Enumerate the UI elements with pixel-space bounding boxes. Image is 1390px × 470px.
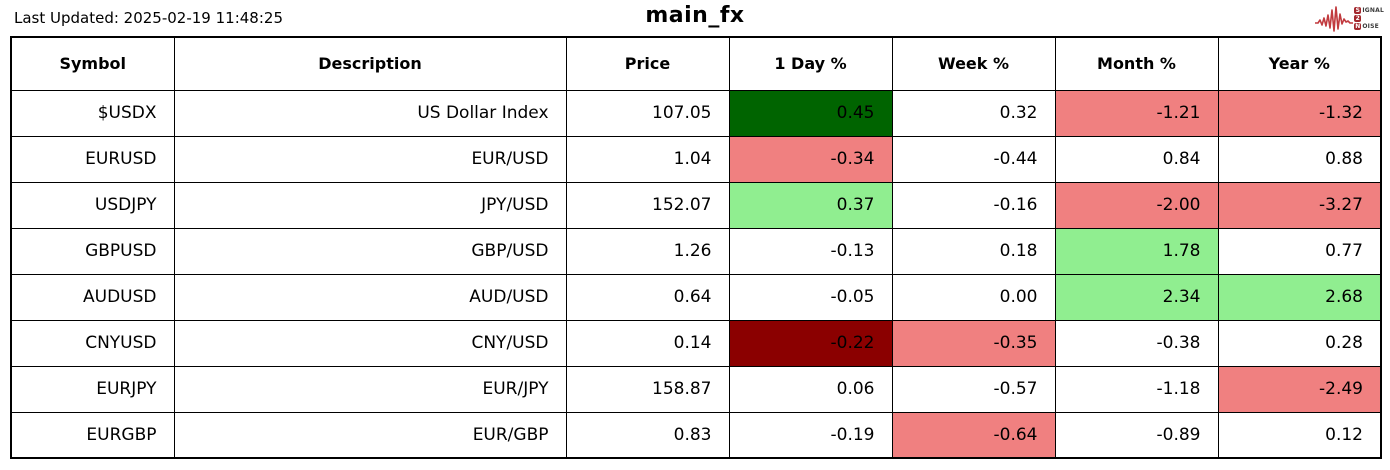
description-cell: JPY/USD <box>173 181 567 229</box>
price-cell: 0.64 <box>565 273 730 321</box>
column-header-price: Price <box>565 36 730 91</box>
description-cell: AUD/USD <box>173 273 567 321</box>
change-cell-week: -0.35 <box>891 319 1056 367</box>
table-row: GBPUSD GBP/USD 1.26 -0.13 0.18 1.78 0.77 <box>10 227 1382 275</box>
change-cell-month: -0.38 <box>1054 319 1219 367</box>
symbol-cell: AUDUSD <box>10 273 175 321</box>
fx-table-header: Symbol Description Price 1 Day % Week % … <box>10 36 1382 91</box>
symbol-cell: $USDX <box>10 89 175 137</box>
change-cell-year: 0.77 <box>1217 227 1382 275</box>
table-row: EURGBP EUR/GBP 0.83 -0.19 -0.64 -0.89 0.12 <box>10 411 1382 459</box>
column-header-symbol: Symbol <box>10 36 175 91</box>
description-cell: EUR/USD <box>173 135 567 183</box>
change-cell-1-day: -0.19 <box>728 411 893 459</box>
symbol-cell: EURUSD <box>10 135 175 183</box>
change-cell-year: 0.88 <box>1217 135 1382 183</box>
logo-badge-letter: N <box>1354 22 1362 30</box>
change-cell-month: -2.00 <box>1054 181 1219 229</box>
change-cell-month: -1.18 <box>1054 365 1219 413</box>
change-cell-month: 2.34 <box>1054 273 1219 321</box>
change-cell-week: -0.64 <box>891 411 1056 459</box>
price-cell: 152.07 <box>565 181 730 229</box>
description-cell: EUR/JPY <box>173 365 567 413</box>
column-header-year-pct: Year % <box>1217 36 1382 91</box>
change-cell-year: 0.12 <box>1217 411 1382 459</box>
change-cell-year: 2.68 <box>1217 273 1382 321</box>
change-cell-month: -1.21 <box>1054 89 1219 137</box>
symbol-cell: GBPUSD <box>10 227 175 275</box>
price-cell: 1.26 <box>565 227 730 275</box>
change-cell-year: 0.28 <box>1217 319 1382 367</box>
table-row: EURJPY EUR/JPY 158.87 0.06 -0.57 -1.18 -2.49 <box>10 365 1382 413</box>
page-title: main_fx <box>645 3 745 28</box>
change-cell-week: 0.00 <box>891 273 1056 321</box>
logo-badge-letter: S <box>1354 6 1362 14</box>
fx-table-body: $USDX US Dollar Index 107.05 0.45 0.32 -1.21-… <box>10 89 1382 459</box>
change-cell-year: -3.27 <box>1217 181 1382 229</box>
column-header-month-pct: Month % <box>1054 36 1219 91</box>
change-cell-month: 1.78 <box>1054 227 1219 275</box>
change-cell-1-day: -0.22 <box>728 319 893 367</box>
logo-word: S IGNAL <box>1354 6 1384 14</box>
description-cell: US Dollar Index <box>173 89 567 137</box>
change-cell-year: -1.32 <box>1217 89 1382 137</box>
change-cell-year: -2.49 <box>1217 365 1382 413</box>
change-cell-1-day: -0.13 <box>728 227 893 275</box>
last-updated-label: Last Updated: 2025-02-19 11:48:25 <box>14 9 283 27</box>
column-header-week-pct: Week % <box>891 36 1056 91</box>
table-row: $USDX US Dollar Index 107.05 0.45 0.32 -1.21-… <box>10 89 1382 137</box>
change-cell-week: 0.32 <box>891 89 1056 137</box>
waveform-icon <box>1315 6 1354 32</box>
logo-badge-letter: 2 <box>1354 14 1362 22</box>
table-row: EURUSD EUR/USD 1.04 -0.34 -0.44 0.84 0.88 <box>10 135 1382 183</box>
table-row: AUDUSD AUD/USD 0.64 -0.05 0.00 2.34 2.68 <box>10 273 1382 321</box>
logo-word-rest: OISE <box>1362 22 1379 30</box>
change-cell-week: 0.18 <box>891 227 1056 275</box>
price-cell: 0.14 <box>565 319 730 367</box>
price-cell: 107.05 <box>565 89 730 137</box>
symbol-cell: CNYUSD <box>10 319 175 367</box>
table-row: USDJPY JPY/USD 152.07 0.37 -0.16 -2.00 -3.27 <box>10 181 1382 229</box>
logo-word: N OISE <box>1354 22 1384 30</box>
symbol-cell: EURGBP <box>10 411 175 459</box>
price-cell: 0.83 <box>565 411 730 459</box>
change-cell-1-day: 0.37 <box>728 181 893 229</box>
signal-2-noise-logo: S IGNAL 2 N OISE <box>1315 2 1384 34</box>
change-cell-month: -0.89 <box>1054 411 1219 459</box>
header-row: Symbol Description Price 1 Day % Week % … <box>10 36 1382 91</box>
description-cell: EUR/GBP <box>173 411 567 459</box>
column-header-description: Description <box>173 36 567 91</box>
change-cell-week: -0.44 <box>891 135 1056 183</box>
description-cell: GBP/USD <box>173 227 567 275</box>
price-cell: 158.87 <box>565 365 730 413</box>
column-header-1-day-pct: 1 Day % <box>728 36 893 91</box>
change-cell-1-day: 0.45 <box>728 89 893 137</box>
change-cell-month: 0.84 <box>1054 135 1219 183</box>
change-cell-1-day: 0.06 <box>728 365 893 413</box>
table-row: CNYUSD CNY/USD 0.14 -0.22 -0.35 -0.38 0.28 <box>10 319 1382 367</box>
description-cell: CNY/USD <box>173 319 567 367</box>
change-cell-week: -0.57 <box>891 365 1056 413</box>
symbol-cell: EURJPY <box>10 365 175 413</box>
symbol-cell: USDJPY <box>10 181 175 229</box>
change-cell-1-day: -0.05 <box>728 273 893 321</box>
change-cell-week: -0.16 <box>891 181 1056 229</box>
fx-table: Symbol Description Price 1 Day % Week % … <box>10 36 1382 459</box>
price-cell: 1.04 <box>565 135 730 183</box>
logo-word-rest: IGNAL <box>1362 6 1384 14</box>
logo-words: S IGNAL 2 N OISE <box>1354 6 1384 30</box>
logo-word: 2 <box>1354 14 1384 22</box>
change-cell-1-day: -0.34 <box>728 135 893 183</box>
